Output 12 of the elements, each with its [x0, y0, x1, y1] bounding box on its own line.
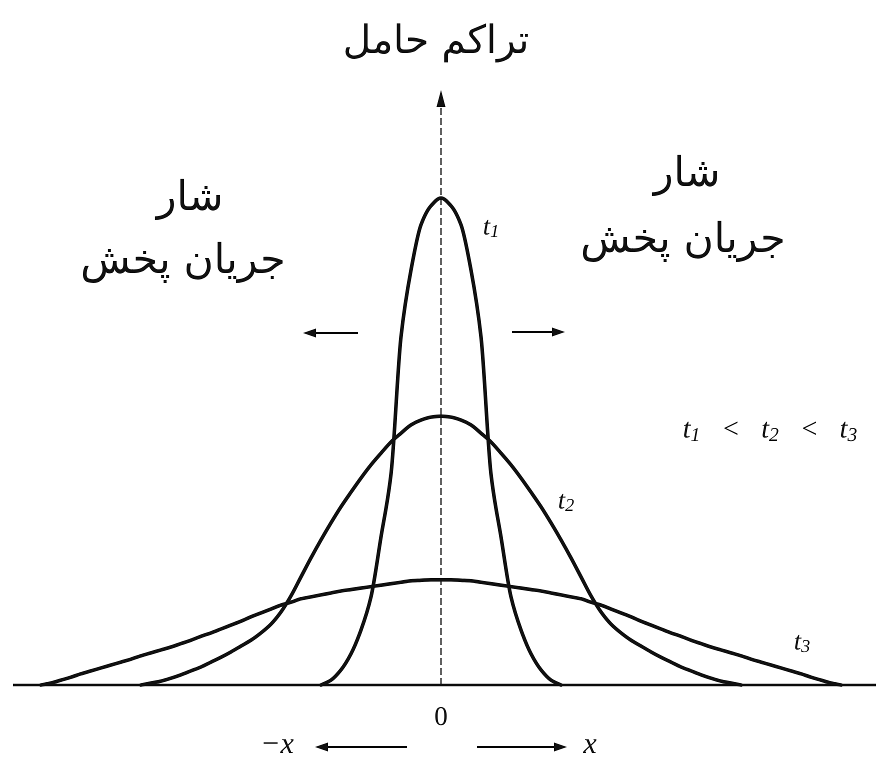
- x-axis-title: x: [582, 726, 598, 760]
- annotation: جریان پخش: [80, 235, 286, 284]
- series-label: t$_{1}$: [482, 212, 500, 242]
- series-label: t$_{3}$: [794, 626, 810, 656]
- y-axis-title: تراکم حامل: [342, 18, 530, 62]
- text: −x: [260, 726, 294, 760]
- annotation: t$_{1}$ < t$_{2}$ < t$_{3}$: [682, 414, 858, 446]
- annotation: شار: [154, 172, 224, 221]
- text: 0: [434, 701, 448, 731]
- series-label: t$_{2}$: [558, 486, 574, 516]
- annotation: جریان پخش: [580, 214, 786, 263]
- text: شار: [652, 148, 720, 197]
